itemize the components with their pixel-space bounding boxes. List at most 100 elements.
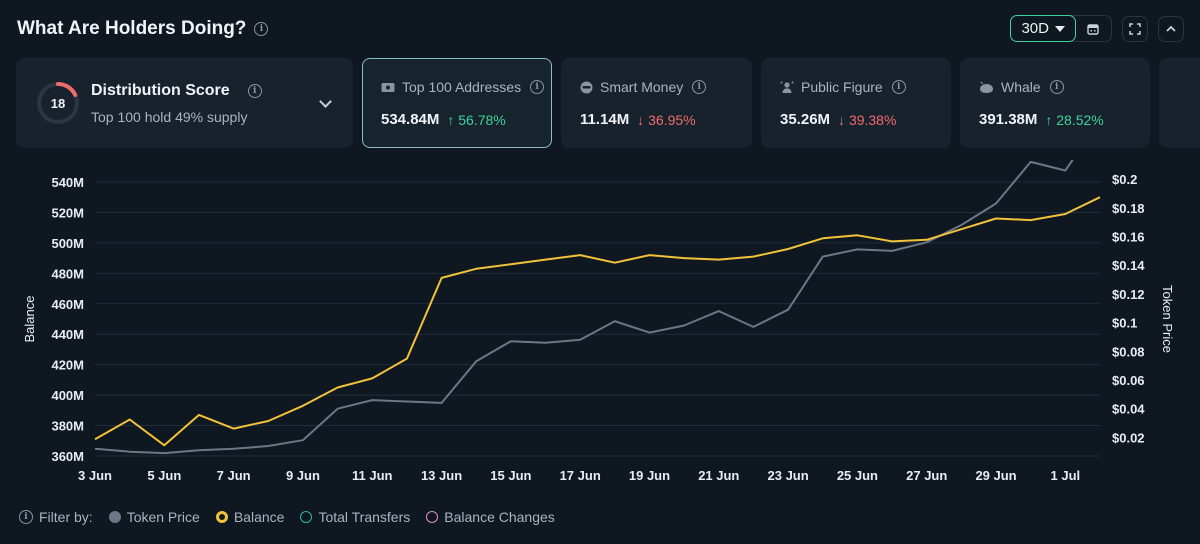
- x-tick-label: 13 Jun: [421, 468, 462, 483]
- collapse-button[interactable]: [1158, 15, 1184, 42]
- x-tick-label: 7 Jun: [217, 468, 251, 483]
- change-down: ↓ 39.38%: [838, 111, 897, 128]
- toolbar: 30D: [1010, 15, 1184, 42]
- holder-cards: 18 Distribution Score i Top 100 hold 49%…: [16, 58, 1200, 148]
- x-tick-label: 23 Jun: [768, 468, 809, 483]
- y2-tick-label: $0.06: [1112, 373, 1145, 388]
- chevron-up-icon: [1166, 25, 1176, 32]
- info-icon[interactable]: i: [254, 22, 269, 36]
- card-top-100-addresses[interactable]: Top 100 Addresses i 534.84M ↑ 56.78%: [362, 58, 552, 148]
- y-tick-label: 420M: [51, 358, 84, 373]
- card-label-text: Smart Money: [600, 79, 684, 95]
- card-label-text: Public Figure: [801, 79, 883, 95]
- x-tick-label: 19 Jun: [629, 468, 670, 483]
- change-text: 56.78%: [458, 111, 506, 128]
- change-text: 28.52%: [1056, 111, 1104, 128]
- series-line-token-price: [94, 119, 1101, 455]
- y2-tick-label: $0.16: [1112, 230, 1145, 245]
- legend-balance[interactable]: Balance: [215, 509, 285, 525]
- legend-label: Balance: [233, 509, 285, 525]
- distribution-score-card[interactable]: 18 Distribution Score i Top 100 hold 49%…: [16, 58, 353, 148]
- change-up: ↑ 28.52%: [1045, 111, 1104, 128]
- card-value-text: 391.38M: [979, 111, 1038, 128]
- info-icon[interactable]: i: [247, 84, 262, 98]
- score-value: 18: [50, 95, 66, 111]
- range-group: 30D: [1010, 15, 1112, 42]
- x-tick-label: 25 Jun: [837, 468, 878, 483]
- card-partial[interactable]: [1159, 58, 1200, 148]
- y-tick-label: 440M: [51, 327, 84, 342]
- filter-label: Filter by:: [39, 509, 93, 525]
- x-tick-label: 15 Jun: [490, 468, 531, 483]
- legend-dot: [215, 511, 228, 523]
- page-title: What Are Holders Doing?: [17, 18, 247, 39]
- card-whale[interactable]: Whale i 391.38M ↑ 28.52%: [960, 58, 1150, 148]
- info-icon[interactable]: i: [530, 80, 545, 94]
- card-label: Smart Money i: [580, 79, 707, 95]
- x-tick-label: 21 Jun: [698, 468, 739, 483]
- caret-down-icon: [1055, 25, 1065, 32]
- info-icon[interactable]: i: [1049, 80, 1064, 94]
- score-title: Distribution Score: [91, 82, 230, 99]
- change-up: ↑ 56.78%: [447, 111, 506, 128]
- expand-icon: [1129, 22, 1141, 35]
- y-tick-label: 480M: [51, 266, 84, 281]
- y-tick-label: 460M: [51, 297, 84, 312]
- chevron-down-icon[interactable]: [319, 95, 332, 108]
- score-ring: [37, 82, 79, 124]
- y2-tick-label: $0.12: [1112, 287, 1145, 302]
- wallet-icon: [381, 82, 395, 92]
- change-text: 36.95%: [648, 111, 696, 128]
- series-line-balance: [94, 196, 1101, 447]
- header: What Are Holders Doing? i: [17, 14, 269, 44]
- card-smart-money[interactable]: Smart Money i 11.14M ↓ 36.95%: [561, 58, 752, 148]
- y2-axis-label: Token Price: [1160, 285, 1175, 353]
- y2-tick-label: $0.02: [1112, 430, 1145, 445]
- card-value: 11.14M ↓ 36.95%: [580, 111, 696, 128]
- legend-dot: [108, 511, 121, 523]
- info-icon[interactable]: i: [891, 80, 906, 94]
- legend-balance-changes[interactable]: Balance Changes: [426, 509, 555, 525]
- card-value: 534.84M ↑ 56.78%: [381, 111, 506, 128]
- filter-info-icon[interactable]: i: [19, 510, 33, 524]
- legend-dot: [300, 511, 313, 523]
- x-tick-label: 17 Jun: [560, 468, 601, 483]
- legend-label: Token Price: [126, 509, 200, 525]
- y-tick-label: 540M: [51, 175, 84, 190]
- whale-icon: [980, 81, 993, 93]
- legend-label: Total Transfers: [318, 509, 411, 525]
- fullscreen-button[interactable]: [1122, 15, 1148, 42]
- y2-tick-label: $0.1: [1112, 316, 1137, 331]
- calendar-icon: [1087, 23, 1099, 35]
- public-figure-icon: [780, 81, 794, 93]
- y-tick-label: 360M: [51, 449, 84, 464]
- card-label-text: Top 100 Addresses: [402, 79, 522, 95]
- card-label: Top 100 Addresses i: [381, 79, 545, 95]
- card-value-text: 534.84M: [381, 111, 440, 128]
- range-dropdown[interactable]: 30D: [1010, 15, 1076, 42]
- y-tick-label: 500M: [51, 236, 84, 251]
- info-icon[interactable]: i: [692, 80, 707, 94]
- legend-token-price[interactable]: Token Price: [108, 509, 200, 525]
- card-value: 391.38M ↑ 28.52%: [979, 111, 1104, 128]
- y2-tick-label: $0.04: [1112, 402, 1145, 417]
- legend-total-transfers[interactable]: Total Transfers: [300, 509, 410, 525]
- y-tick-label: 400M: [51, 388, 84, 403]
- holders-chart: 360M 380M 400M 420M 440M 460M 480M 500M 520M 540M…: [0, 119, 1200, 500]
- card-public-figure[interactable]: Public Figure i 35.26M ↓ 39.38%: [761, 58, 951, 148]
- calendar-button[interactable]: [1075, 16, 1111, 41]
- y2-tick-label: $0.2: [1112, 172, 1137, 187]
- y-tick-label: 520M: [51, 205, 84, 220]
- change-text: 39.38%: [848, 111, 897, 128]
- y-axis-label: Balance: [22, 296, 37, 343]
- card-label: Whale i: [979, 79, 1064, 95]
- y-tick-label: 380M: [51, 419, 84, 434]
- x-tick-label: 5 Jun: [147, 468, 181, 483]
- score-subtitle: Top 100 hold 49% supply: [91, 109, 248, 125]
- x-tick-label: 11 Jun: [352, 468, 393, 483]
- chart-svg: 360M 380M 400M 420M 440M 460M 480M 500M 520M 540M…: [22, 119, 1175, 483]
- smart-money-icon: [580, 81, 593, 93]
- card-value-text: 11.14M: [580, 111, 630, 128]
- legend-dot: [426, 511, 439, 523]
- x-tick-label: 27 Jun: [906, 468, 947, 483]
